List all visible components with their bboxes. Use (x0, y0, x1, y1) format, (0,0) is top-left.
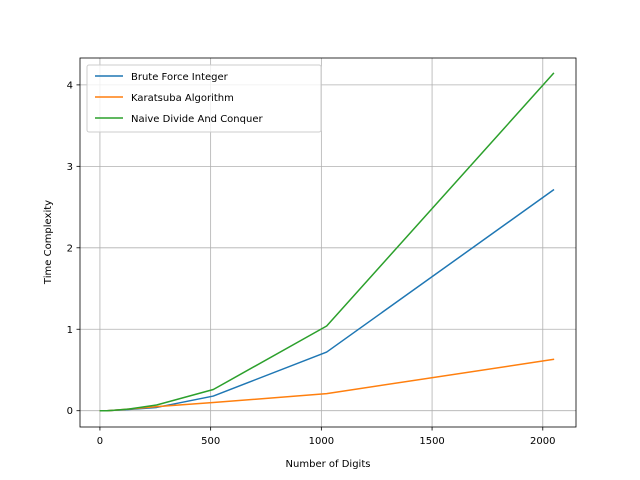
x-tick-label: 1500 (419, 436, 444, 447)
x-tick-label: 1000 (309, 436, 334, 447)
plot-frame (79, 57, 577, 428)
y-tick-label: 2 (67, 243, 73, 254)
legend: Brute Force Integer Karatsuba Algorithm … (86, 64, 322, 133)
legend-label-naive-divide: Naive Divide And Conquer (131, 114, 263, 125)
series-line-2 (99, 72, 555, 412)
y-tick-label: 0 (67, 406, 73, 417)
axis-ticks: 0 500 1000 1500 2000 0 1 2 3 4 (67, 80, 556, 447)
y-axis-title: Time Complexity (43, 200, 54, 285)
legend-label-brute-force: Brute Force Integer (131, 72, 229, 83)
legend-box (86, 64, 322, 133)
x-tick-label: 0 (97, 436, 103, 447)
y-tick-label: 1 (67, 325, 73, 336)
x-axis-title: Number of Digits (286, 459, 371, 470)
legend-label-karatsuba: Karatsuba Algorithm (131, 93, 234, 104)
series-lines (99, 72, 555, 412)
x-tick-label: 500 (201, 436, 220, 447)
y-tick-label: 4 (67, 80, 73, 91)
y-tick-label: 3 (67, 162, 73, 173)
x-tick-label: 2000 (530, 436, 555, 447)
